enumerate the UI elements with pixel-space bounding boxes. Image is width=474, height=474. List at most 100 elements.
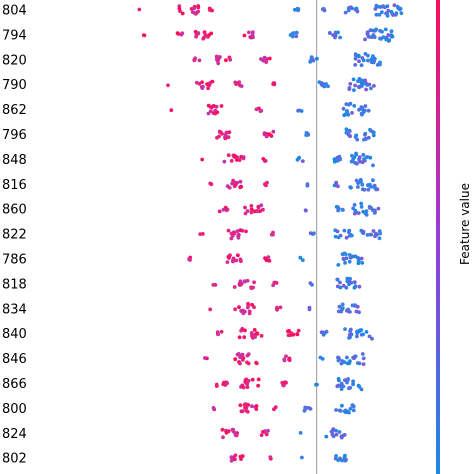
- shap-point: [226, 153, 231, 158]
- shap-point: [377, 236, 382, 241]
- feature-label: 860: [2, 203, 27, 218]
- shap-point: [237, 305, 241, 310]
- shap-point: [209, 182, 214, 187]
- shap-point: [294, 34, 299, 39]
- shap-point: [385, 12, 389, 16]
- shap-point: [333, 234, 338, 239]
- shap-point: [266, 255, 271, 259]
- shap-point: [357, 59, 361, 64]
- shap-points: [137, 3, 404, 463]
- shap-point: [351, 206, 356, 211]
- shap-point: [256, 383, 260, 388]
- shap-point: [338, 280, 342, 285]
- shap-point: [355, 255, 360, 260]
- shap-point: [361, 362, 366, 366]
- shap-point: [240, 409, 245, 414]
- shap-point: [353, 52, 358, 56]
- shap-point: [314, 382, 318, 387]
- shap-point: [288, 333, 293, 337]
- shap-point: [227, 185, 232, 190]
- shap-point: [353, 83, 357, 88]
- shap-point: [295, 332, 300, 337]
- shap-point: [346, 377, 350, 381]
- shap-point: [355, 137, 360, 142]
- shap-point: [250, 302, 255, 307]
- shap-point: [375, 4, 380, 9]
- shap-point: [215, 135, 219, 140]
- shap-point: [347, 410, 351, 415]
- shap-point: [333, 228, 338, 233]
- shap-point: [263, 430, 268, 435]
- shap-point: [226, 135, 231, 140]
- shap-point: [344, 235, 349, 240]
- shap-point: [340, 207, 345, 212]
- shap-point: [240, 383, 245, 388]
- shap-point: [356, 261, 361, 266]
- shap-point: [360, 261, 365, 265]
- shap-point: [342, 113, 347, 118]
- shap-point: [356, 185, 360, 189]
- shap-point: [348, 385, 353, 390]
- shap-point: [230, 427, 235, 432]
- shap-point: [341, 106, 346, 111]
- feature-label: 786: [2, 253, 27, 268]
- shap-point: [273, 405, 278, 410]
- shap-point: [343, 408, 348, 413]
- shap-point: [304, 131, 309, 135]
- shap-point: [334, 454, 338, 458]
- shap-point: [336, 358, 341, 363]
- shap-point: [361, 153, 366, 157]
- shap-point: [351, 379, 355, 384]
- shap-point: [268, 455, 273, 460]
- shap-point: [245, 360, 249, 365]
- shap-point: [371, 163, 375, 168]
- shap-point: [237, 158, 242, 163]
- shap-point: [368, 206, 372, 210]
- shap-point: [353, 304, 357, 308]
- shap-point: [362, 187, 367, 192]
- shap-point: [339, 387, 344, 391]
- shap-point: [364, 213, 369, 217]
- shap-point: [267, 132, 272, 137]
- shap-point: [232, 285, 237, 289]
- shap-point: [360, 182, 365, 187]
- shap-point: [211, 406, 216, 410]
- shap-point: [341, 256, 346, 261]
- shap-point: [312, 231, 316, 236]
- shap-point: [347, 129, 352, 134]
- feature-tick-labels: 804 794 820 790 862 796 848 816 860 822 786 818 834 8…: [2, 4, 27, 467]
- shap-point: [365, 233, 370, 237]
- shap-point: [223, 135, 227, 140]
- shap-point: [227, 130, 232, 135]
- shap-point: [359, 256, 364, 261]
- shap-point: [264, 60, 269, 64]
- shap-point: [366, 108, 371, 113]
- shap-point: [334, 181, 338, 186]
- shap-point: [296, 156, 301, 161]
- shap-point: [359, 387, 364, 392]
- shap-point: [378, 28, 382, 33]
- feature-label: 794: [2, 28, 27, 43]
- shap-point: [192, 6, 197, 11]
- colorbar-label: Feature value: [458, 183, 472, 265]
- shap-point: [242, 402, 247, 407]
- shap-point: [231, 258, 236, 262]
- shap-point: [219, 104, 224, 108]
- shap-point: [303, 407, 307, 412]
- shap-point: [233, 182, 238, 187]
- shap-point: [287, 329, 291, 333]
- shap-point: [377, 229, 382, 234]
- shap-point: [265, 180, 269, 185]
- shap-point: [339, 361, 344, 366]
- shap-point: [239, 353, 243, 358]
- shap-point: [267, 56, 272, 61]
- shap-point: [194, 34, 199, 39]
- shap-point: [296, 7, 301, 11]
- shap-point: [357, 284, 362, 289]
- shap-point: [243, 211, 248, 216]
- shap-point: [373, 185, 377, 190]
- shap-point: [345, 276, 350, 281]
- shap-point: [352, 211, 357, 216]
- shap-point: [365, 30, 370, 35]
- shap-point: [287, 356, 292, 361]
